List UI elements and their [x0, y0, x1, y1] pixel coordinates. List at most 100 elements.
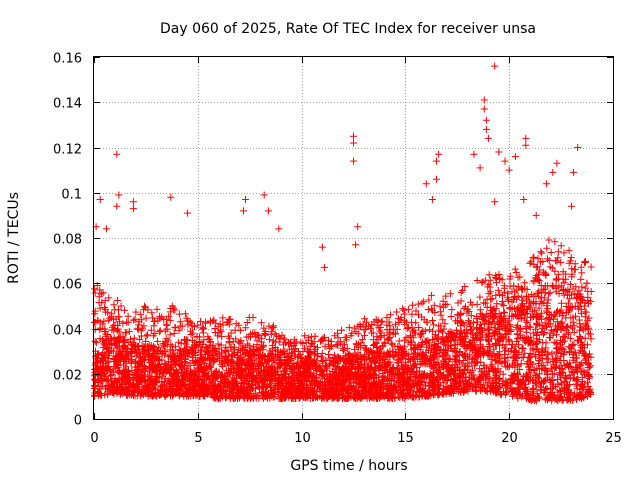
data-point: [403, 369, 411, 377]
data-point: [127, 335, 134, 343]
data-point: [231, 381, 239, 388]
data-point: [437, 346, 445, 354]
data-point: [142, 364, 150, 372]
data-point: [147, 341, 155, 349]
data-point: [535, 393, 542, 401]
data-point: [166, 317, 174, 325]
data-point: [249, 360, 256, 368]
data-point: [195, 364, 203, 372]
data-point: [524, 387, 532, 395]
data-point: [429, 317, 436, 324]
data-point: [344, 367, 352, 375]
data-point: [544, 355, 552, 363]
data-point: [426, 326, 434, 334]
data-point: [508, 387, 515, 395]
data-point: [512, 269, 520, 276]
data-point: [310, 377, 318, 384]
data-point: [242, 324, 250, 332]
data-point: [210, 355, 218, 363]
data-point: [494, 365, 502, 373]
data-point: [535, 374, 542, 382]
data-point: [136, 353, 144, 361]
data-point: [486, 375, 494, 382]
data-point: [104, 355, 112, 363]
data-point: [218, 371, 226, 379]
data-point: [557, 306, 565, 314]
data-point: [401, 317, 409, 325]
data-point: [495, 310, 503, 317]
data-point: [511, 293, 519, 300]
data-point: [217, 341, 225, 349]
data-point: [171, 360, 179, 368]
chart-title: Day 060 of 2025, Rate Of TEC Index for r…: [160, 21, 536, 37]
data-point: [91, 307, 99, 315]
data-point: [457, 337, 465, 345]
data-point: [489, 376, 497, 384]
data-point: [204, 372, 211, 380]
data-point: [247, 348, 255, 355]
data-point: [160, 316, 168, 323]
data-point: [453, 380, 460, 388]
data-point: [497, 321, 505, 329]
data-point: [232, 388, 240, 396]
data-point: [462, 373, 470, 381]
data-point: [463, 360, 471, 368]
data-point: [524, 305, 532, 313]
data-point: [200, 380, 208, 388]
data-point: [532, 263, 540, 271]
data-point: [538, 348, 546, 356]
data-point: [189, 337, 197, 345]
data-point: [452, 357, 460, 365]
data-point: [388, 341, 396, 349]
data-point: [539, 258, 547, 265]
data-point: [375, 363, 383, 371]
data-point: [163, 321, 171, 329]
data-point: [176, 359, 184, 367]
data-point: [294, 353, 301, 361]
data-point: [555, 322, 563, 330]
data-point: [96, 304, 104, 312]
data-point: [335, 372, 343, 380]
data-point: [411, 373, 419, 381]
data-point: [102, 383, 110, 391]
data-point: [524, 377, 532, 384]
data-point: [577, 275, 585, 283]
data-point: [565, 364, 573, 372]
data-point: [461, 333, 469, 341]
data-point: [551, 238, 559, 246]
data-point: [177, 351, 185, 359]
data-point: [464, 380, 471, 388]
data-point: [532, 325, 540, 333]
data-point: [410, 381, 418, 388]
data-point: [545, 256, 553, 264]
data-point: [247, 393, 255, 401]
data-point: [238, 357, 246, 365]
data-point: [269, 323, 277, 331]
data-point: [486, 288, 494, 296]
data-point: [466, 320, 474, 328]
data-point: [180, 371, 187, 379]
data-point: [510, 371, 518, 379]
data-point: [119, 373, 127, 381]
data-point: [581, 334, 589, 342]
data-point: [485, 280, 493, 288]
data-point: [494, 336, 502, 344]
data-point: [192, 358, 200, 366]
data-point: [582, 359, 590, 366]
data-point: [367, 324, 375, 332]
data-point: [585, 300, 592, 308]
data-point: [480, 320, 488, 328]
data-point: [140, 376, 148, 384]
data-point: [196, 387, 204, 395]
data-point: [478, 327, 486, 334]
data-point: [201, 354, 209, 362]
data-point: [227, 390, 234, 397]
data-point: [501, 350, 508, 358]
data-point: [452, 348, 460, 356]
data-point: [358, 373, 365, 381]
data-point: [233, 360, 241, 367]
data-point: [295, 394, 303, 402]
data-point: [384, 335, 392, 343]
data-point: [311, 345, 319, 353]
data-point: [586, 363, 593, 371]
